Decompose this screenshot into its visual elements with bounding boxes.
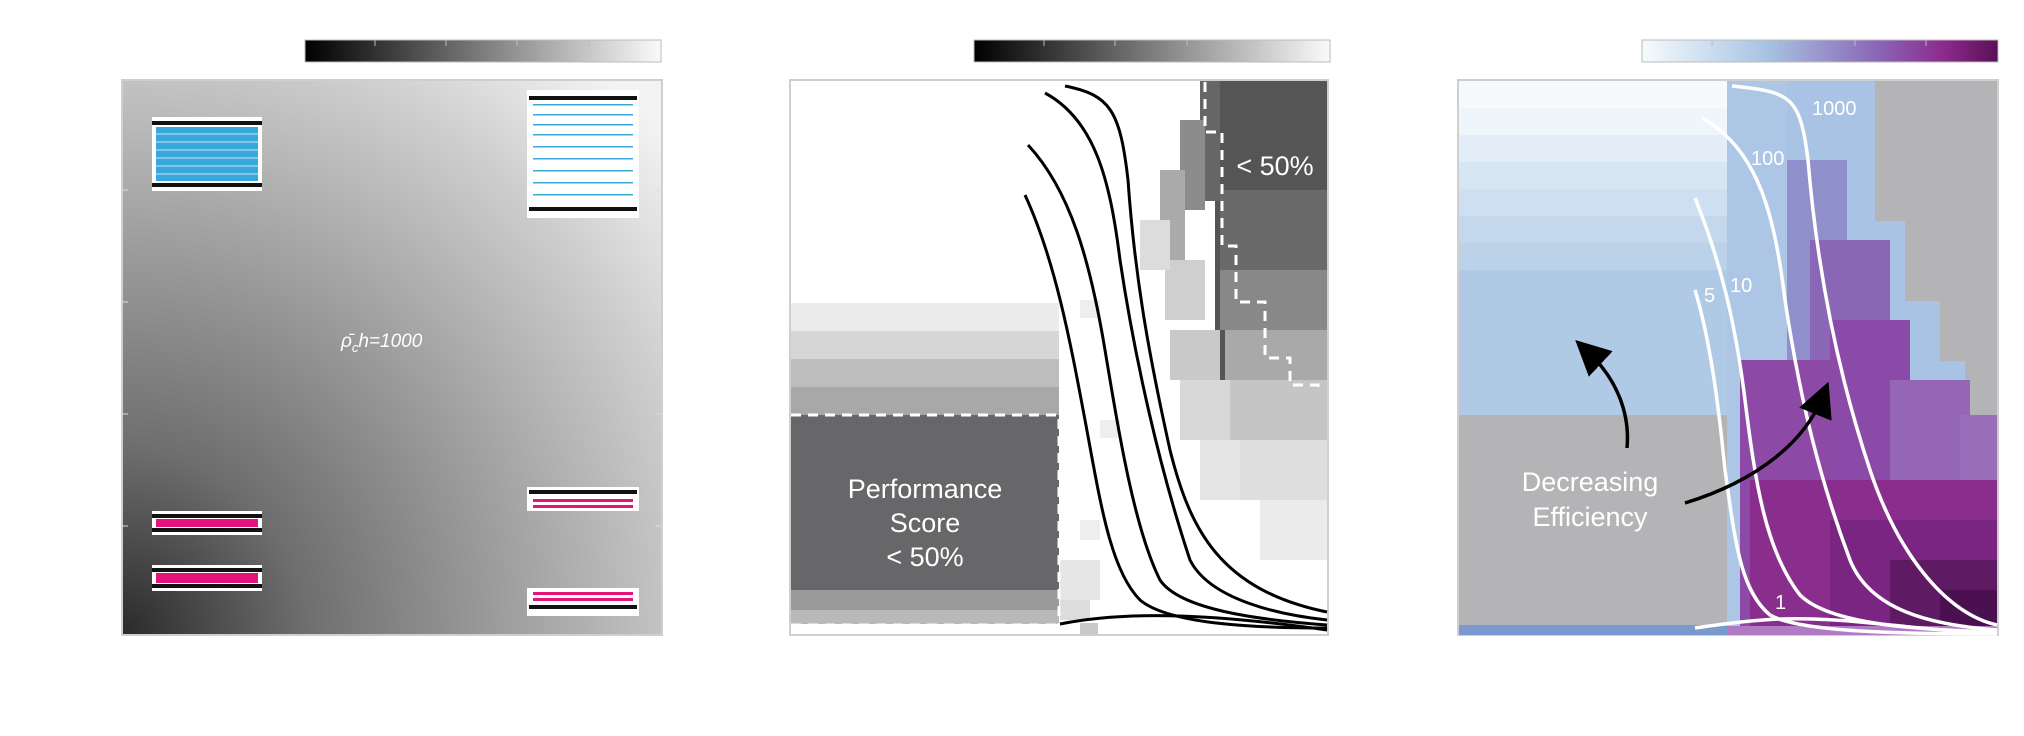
contour-label-b-1000: 1000 [1148, 96, 1193, 118]
corner-threshold-label: < 50% [1236, 151, 1313, 181]
contour-label-c-10: 10 [1730, 275, 1752, 297]
inset-magenta-thin [152, 511, 262, 535]
inset-magenta-dense [152, 565, 262, 591]
panel-a-ticks [122, 189, 662, 527]
colorbar-b [973, 39, 1331, 63]
panel-b-pixel-region [1060, 81, 1327, 635]
contour-label-c-1: 1 [1775, 592, 1786, 614]
inset-magenta-dotted [527, 487, 639, 511]
svg-text:Decreasing: Decreasing [1522, 467, 1659, 497]
colorbar-b-ticks [1043, 40, 1259, 46]
panel-c: 1000 100 10 5 1 Decreasing Efficiency [1457, 39, 1999, 636]
panel-a: ρ̄ch=1000 [121, 39, 663, 636]
panel-b-contours [1023, 84, 1328, 632]
panel-b-dashed-boundaries [791, 82, 1320, 628]
contour-label-c-100: 100 [1751, 148, 1784, 170]
panel-b-left-band [791, 303, 1059, 624]
inset-cyan-sparse [527, 90, 639, 218]
decreasing-efficiency-label: Decreasing Efficiency [1522, 467, 1659, 532]
contour-label-b-1: 1 [1108, 589, 1119, 611]
contour-label-c-5: 5 [1704, 285, 1715, 307]
contour-label-c-1000: 1000 [1812, 98, 1857, 120]
colorbar-c [1641, 39, 1999, 63]
svg-text:Efficiency: Efficiency [1532, 502, 1648, 532]
svg-text:< 50%: < 50% [886, 542, 963, 572]
colorbar-a [304, 39, 662, 63]
arrow-up-left [1575, 340, 1630, 449]
panel-c-left-band [1459, 81, 1727, 635]
panel-a-annotation: ρ̄ch=1000 [340, 331, 423, 355]
svg-text:Score: Score [890, 508, 961, 538]
performance-score-label: Performance Score < 50% [848, 474, 1003, 572]
panel-c-contours [1693, 84, 1998, 636]
arrow-up-right [1684, 381, 1832, 505]
inset-cyan-dense [152, 117, 262, 191]
colorbar-a-ticks [374, 40, 590, 46]
panel-b: 1000 1 Performance Score < 50% < 50% [789, 39, 1331, 636]
svg-text:Performance: Performance [848, 474, 1003, 504]
colorbar-c-ticks [1711, 40, 1927, 46]
inset-magenta-bottom [527, 588, 639, 616]
